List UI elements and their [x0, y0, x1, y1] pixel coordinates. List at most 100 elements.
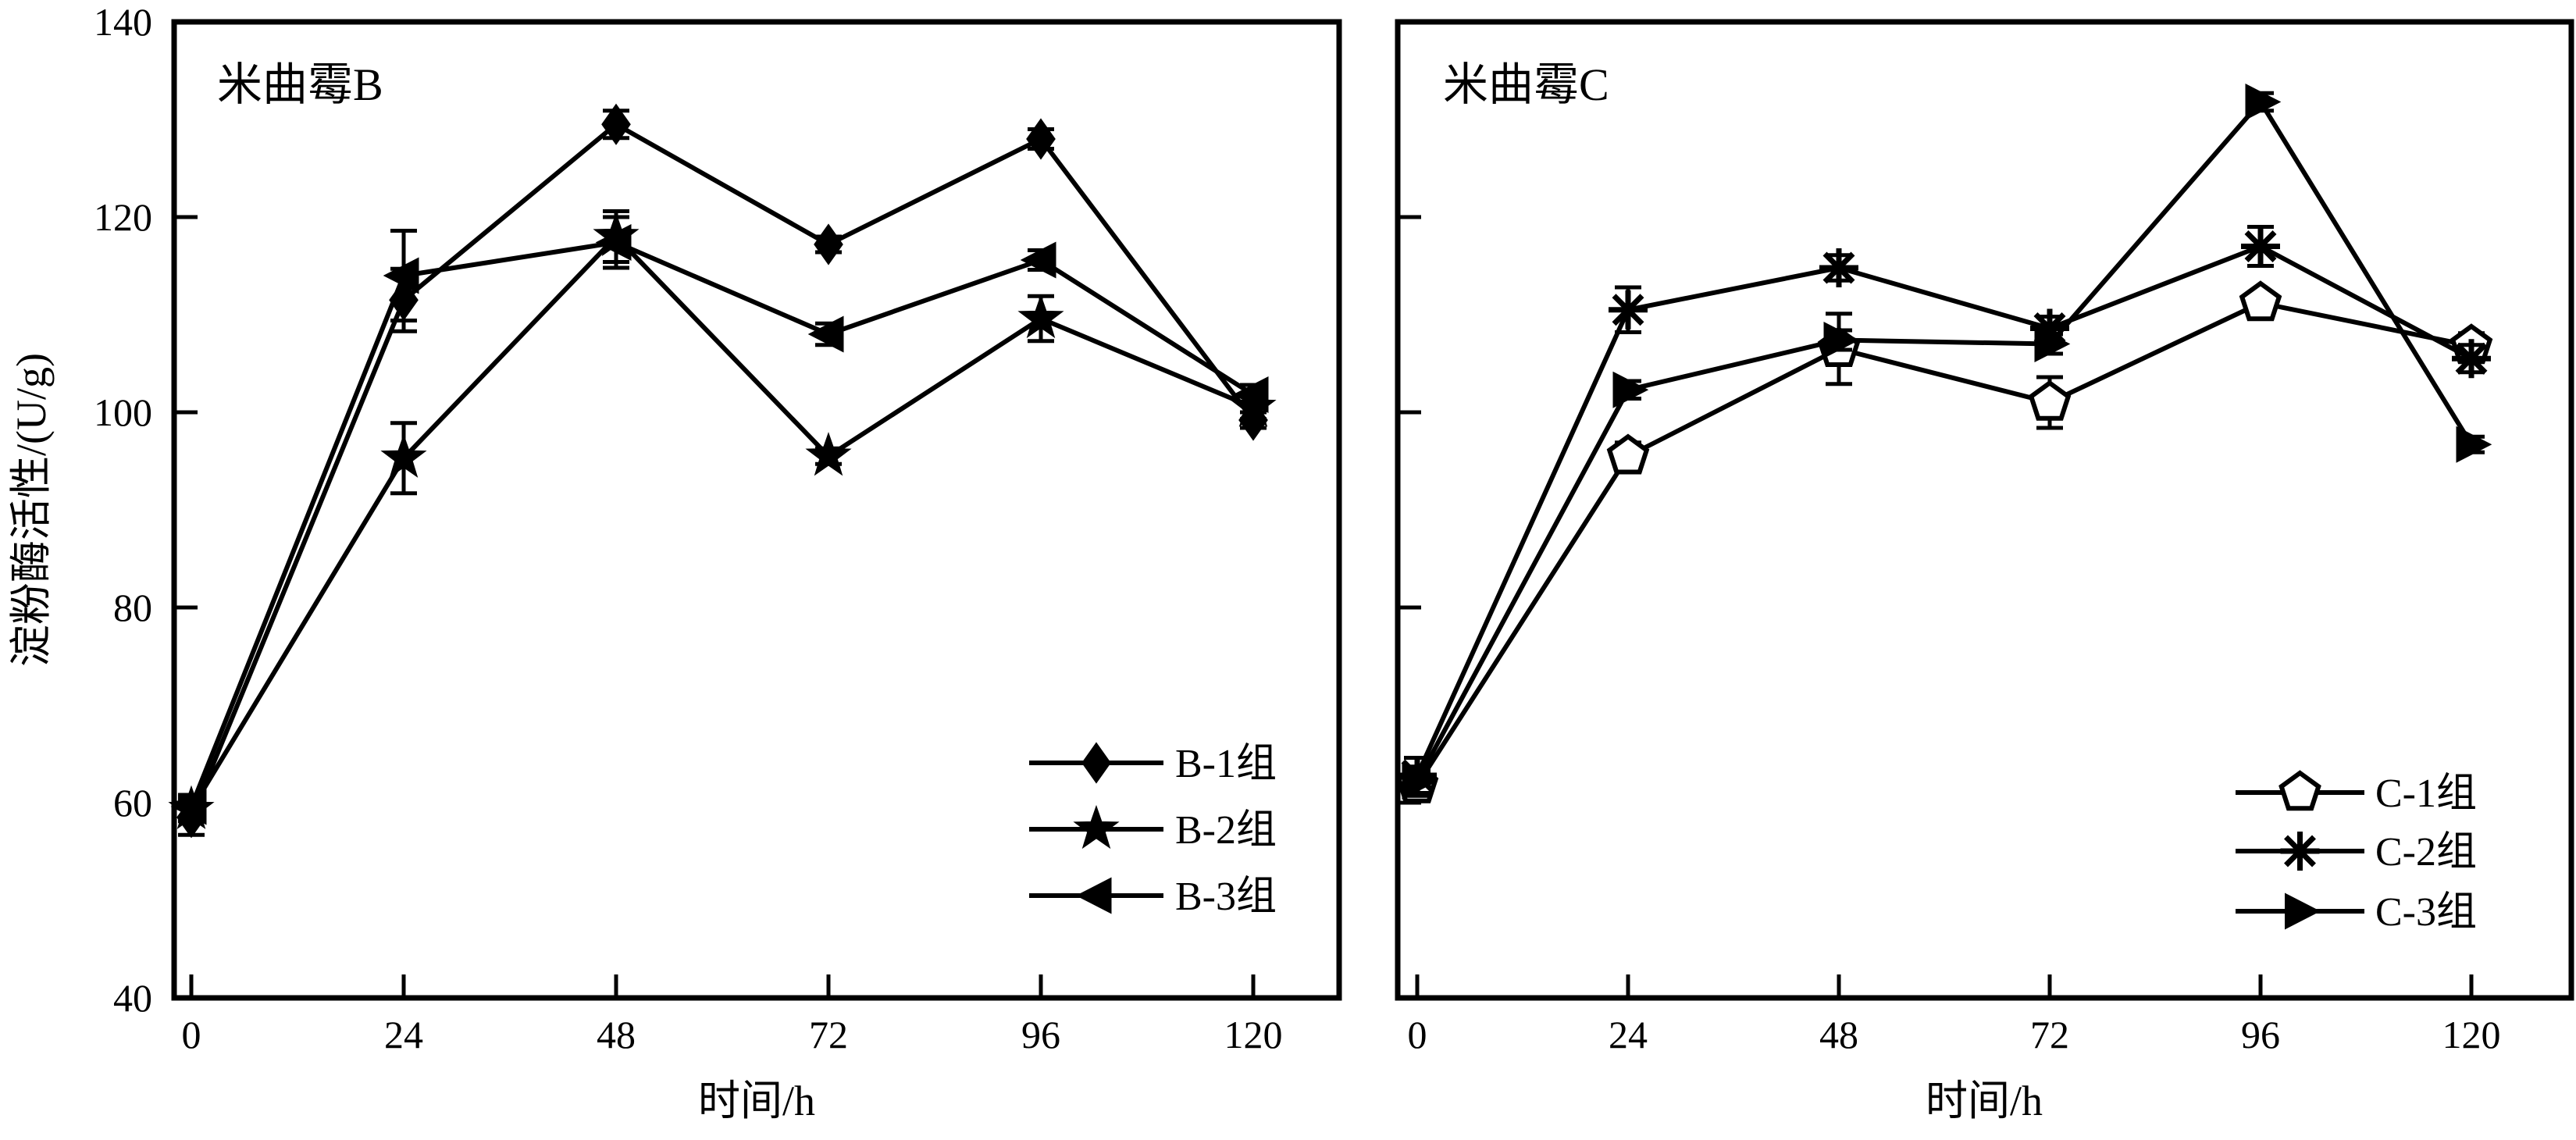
x-tick-label: 72 — [2030, 1013, 2069, 1056]
series-line-B-3组 — [189, 240, 1255, 808]
x-tick-label: 120 — [1224, 1013, 1283, 1056]
panel-frame — [171, 19, 1342, 1001]
marker-triangle-left-filled — [1020, 241, 1056, 279]
legend-label: C-3组 — [2375, 890, 2477, 935]
series-line-C-2组 — [1415, 244, 2473, 777]
marker-asterisk — [2452, 339, 2491, 379]
legend-label: B-2组 — [1175, 808, 1277, 853]
x-tick-label: 48 — [597, 1013, 636, 1056]
marker-shape — [595, 224, 632, 261]
marker-triangle-right-filled — [2034, 326, 2071, 362]
marker-star-filled — [1073, 804, 1120, 850]
marker-triangle-right-filled — [1612, 371, 1649, 408]
panel-title: 米曲霉C — [1443, 59, 1609, 110]
marker-stroke — [2244, 230, 2277, 262]
marker-shape — [1823, 322, 1860, 358]
legend-label: B-3组 — [1175, 875, 1277, 919]
x-tick-label: 48 — [1819, 1013, 1858, 1056]
y-axis-label: 淀粉酶活性/(U/g) — [8, 353, 55, 667]
marker-shape — [2034, 326, 2071, 362]
marker-pentagon-open — [1606, 433, 1650, 475]
marker-shape — [1612, 371, 1649, 408]
series-line-B-1组 — [189, 121, 1256, 818]
marker-triangle-left-filled — [807, 315, 844, 353]
marker-triangle-left-filled — [595, 224, 632, 261]
x-tick-label: 96 — [1021, 1013, 1060, 1056]
marker-triangle-right-filled — [2456, 426, 2492, 463]
series-line-C-1组 — [1415, 300, 2472, 787]
x-tick-label: 24 — [1609, 1013, 1648, 1056]
y-tick-label: 40 — [113, 976, 152, 1020]
marker-shape — [1020, 241, 1056, 279]
marker-triangle-right-filled — [2245, 84, 2282, 120]
legend-label: C-1组 — [2375, 771, 2477, 816]
y-tick-label: 120 — [94, 195, 152, 239]
marker-pentagon-open — [2028, 379, 2072, 421]
marker-pentagon-open — [2278, 770, 2321, 811]
marker-shape — [2456, 426, 2492, 463]
marker-shape — [2278, 770, 2321, 811]
y-tick-label: 80 — [113, 586, 152, 629]
marker-shape — [170, 788, 207, 825]
marker-diamond-filled — [814, 223, 843, 265]
x-tick-label: 0 — [182, 1013, 201, 1056]
marker-star-filled — [380, 433, 427, 478]
x-axis-label: 时间/h — [698, 1078, 815, 1124]
marker-shape — [1232, 376, 1269, 413]
marker-shape — [1017, 294, 1064, 339]
marker-diamond-filled — [1081, 742, 1111, 784]
marker-shape — [1073, 804, 1120, 850]
series-line-B-2组 — [189, 233, 1255, 811]
series-line-C-3组 — [1415, 98, 2474, 782]
legend-label: C-2组 — [2375, 830, 2477, 875]
marker-stroke — [2284, 835, 2316, 867]
marker-star-filled — [805, 432, 852, 476]
y-tick-label: 140 — [94, 0, 152, 44]
panel-title: 米曲霉B — [217, 59, 383, 110]
panel-frame — [1395, 19, 2574, 1001]
x-tick-label: 72 — [809, 1013, 848, 1056]
marker-shape — [2245, 84, 2282, 120]
marker-triangle-left-filled — [383, 257, 419, 294]
x-tick-label: 0 — [1408, 1013, 1427, 1056]
marker-star-filled — [1017, 294, 1064, 339]
marker-diamond-filled — [601, 103, 631, 145]
marker-shape — [814, 223, 843, 265]
marker-shape — [2285, 892, 2321, 930]
x-tick-label: 96 — [2241, 1013, 2280, 1056]
marker-shape — [805, 432, 852, 476]
marker-shape — [1606, 433, 1650, 475]
marker-shape — [601, 103, 631, 145]
marker-asterisk — [2241, 226, 2280, 266]
marker-triangle-right-filled — [2285, 892, 2321, 930]
marker-shape — [380, 433, 427, 478]
marker-shape — [383, 257, 419, 294]
marker-diamond-filled — [1026, 118, 1056, 160]
marker-triangle-right-filled — [1823, 322, 1860, 358]
marker-stroke — [1822, 251, 1855, 284]
marker-shape — [1026, 118, 1056, 160]
x-tick-label: 120 — [2442, 1013, 2501, 1056]
marker-shape — [1402, 763, 1438, 800]
y-tick-label: 60 — [113, 781, 152, 825]
marker-pentagon-open — [2239, 280, 2282, 322]
y-tick-label: 100 — [94, 390, 152, 434]
x-axis-label: 时间/h — [1926, 1078, 2043, 1124]
marker-stroke — [1612, 294, 1644, 326]
marker-asterisk — [2280, 832, 2320, 871]
marker-shape — [807, 315, 844, 353]
x-tick-label: 24 — [384, 1013, 423, 1056]
marker-triangle-left-filled — [1232, 376, 1269, 413]
marker-shape — [2239, 280, 2282, 322]
marker-shape — [2028, 379, 2072, 421]
marker-stroke — [2455, 342, 2488, 375]
marker-asterisk — [1819, 248, 1858, 287]
marker-triangle-left-filled — [170, 788, 207, 825]
legend-label: B-1组 — [1175, 742, 1277, 786]
marker-shape — [1075, 877, 1112, 914]
marker-asterisk — [1609, 290, 1648, 330]
marker-triangle-right-filled — [1402, 763, 1438, 800]
marker-triangle-left-filled — [1075, 877, 1112, 914]
